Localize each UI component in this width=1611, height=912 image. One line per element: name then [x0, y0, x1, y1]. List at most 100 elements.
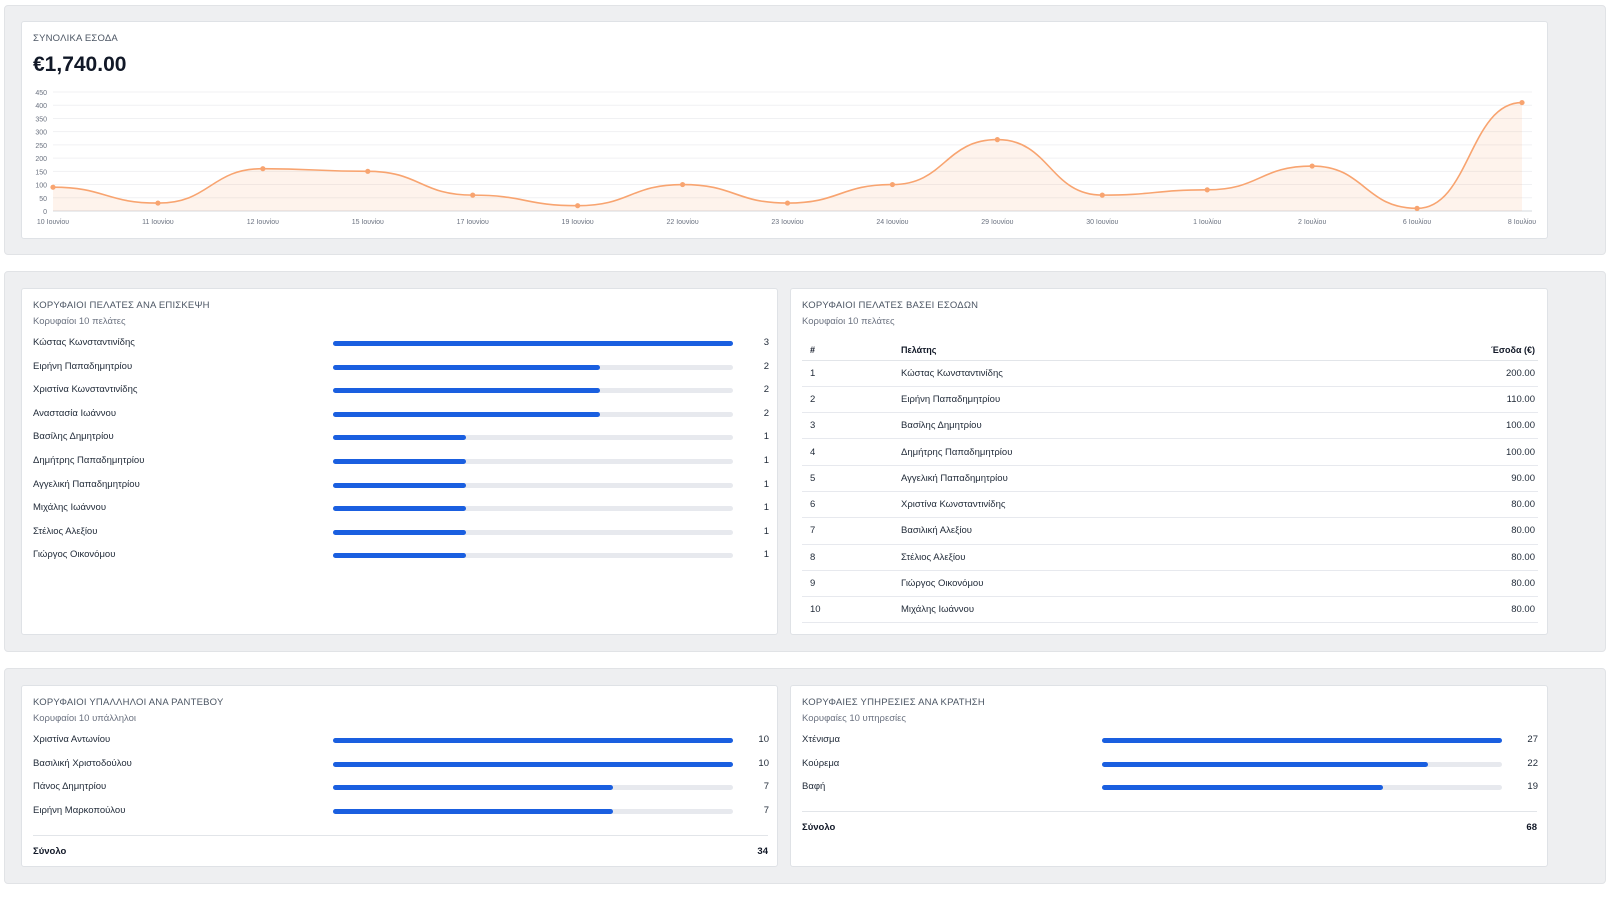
service-bar-track	[1102, 785, 1502, 791]
visits-bar-fill	[333, 529, 467, 535]
row-client: Χριστίνα Κωνσταντινίδης	[898, 491, 1378, 519]
visits-name: Δημήτρης Παπαδημητρίου	[33, 455, 145, 466]
employees-total-row: Σύνολο 34	[33, 835, 768, 857]
service-row: Κούρεμα 22	[802, 756, 1538, 772]
revenue-point[interactable]	[679, 181, 686, 188]
employees-total-label: Σύνολο	[33, 846, 67, 857]
top-visits-subtitle: Κορυφαίοι 10 πελάτες	[33, 316, 126, 327]
visits-bar-track	[333, 341, 733, 346]
x-tick-label: 15 Ιουνίου	[352, 218, 384, 226]
visits-name: Γιώργος Οικονόμου	[33, 549, 116, 561]
x-tick-label: 8 Ιουλίου	[1508, 218, 1536, 226]
row-index: 4	[802, 438, 898, 466]
visits-row: Στέλιος Αλεξίου 1	[33, 524, 769, 540]
x-tick-label: 30 Ιουνίου	[1086, 218, 1118, 226]
revenue-point[interactable]	[575, 203, 581, 209]
visits-bar-track	[333, 459, 733, 464]
revenue-card: ΣΥΝΟΛΙΚΑ ΕΣΟΔΑ €1,740.00 0 50 100 150 200 250…	[21, 21, 1548, 239]
service-name: Βαφή	[802, 781, 826, 793]
revenue-point[interactable]	[889, 181, 896, 188]
employee-bar-track	[333, 761, 733, 767]
row-revenue: 80.00	[1378, 491, 1538, 519]
visits-name: Αναστασία Ιωάννου	[33, 407, 117, 419]
visits-bar-fill	[333, 482, 467, 488]
visits-bar-fill	[333, 411, 600, 417]
row-index: 7	[802, 517, 898, 545]
revenue-point[interactable]	[470, 192, 476, 198]
services-total-value: 68	[1526, 822, 1537, 833]
table-row: 5 Αγγελική Παπαδημητρίου 90.00	[802, 465, 1538, 492]
top-revenue-subtitle: Κορυφαίοι 10 πελάτες	[802, 316, 895, 327]
visits-row: Χριστίνα Κωνσταντινίδης 2	[33, 382, 769, 398]
table-header-row: # Πελάτης Έσοδα (€)	[802, 340, 1538, 361]
visits-bar-track	[333, 435, 733, 441]
revenue-point[interactable]	[994, 137, 1000, 143]
row-revenue: 100.00	[1378, 412, 1538, 440]
visits-row: Αγγελική Παπαδημητρίου 1	[33, 477, 769, 493]
employee-row: Χριστίνα Αντωνίου 10	[33, 732, 769, 748]
row-index: 10	[802, 596, 898, 624]
top-services-title: ΚΟΡΥΦΑΙΕΣ ΥΠΗΡΕΣΙΕΣ ΑΝΑ ΚΡΑΤΗΣΗ	[802, 697, 985, 708]
revenue-point[interactable]	[784, 200, 791, 206]
row-index: 9	[802, 570, 898, 598]
x-tick-label: 22 Ιουνίου	[666, 218, 698, 226]
revenue-point[interactable]	[1204, 187, 1210, 193]
row-revenue: 80.00	[1378, 596, 1538, 624]
x-tick-label: 1 Ιουλίου	[1193, 218, 1221, 226]
service-bar-track	[1102, 761, 1502, 767]
top-revenue-table: # Πελάτης Έσοδα (€) 1 Κώστας Κωνσταντινίδ…	[802, 340, 1538, 624]
visits-count: 1	[763, 431, 769, 443]
visits-bar-track	[333, 388, 733, 394]
revenue-title: ΣΥΝΟΛΙΚΑ ΕΣΟΔΑ	[33, 33, 118, 44]
revenue-point[interactable]	[50, 184, 56, 190]
visits-name: Μιχάλης Ιωάννου	[33, 502, 107, 514]
y-tick-label: 100	[35, 183, 47, 190]
top-employees-subtitle: Κορυφαίοι 10 υπάλληλοι	[33, 713, 136, 724]
revenue-point[interactable]	[1309, 163, 1315, 169]
y-tick-label: 200	[35, 156, 47, 163]
table-row: 6 Χριστίνα Κωνσταντινίδης 80.00	[802, 491, 1538, 519]
revenue-point[interactable]	[1519, 99, 1525, 106]
employee-bar-fill	[333, 761, 733, 767]
row-client: Βασίλης Δημητρίου	[898, 412, 1378, 440]
row-client: Μιχάλης Ιωάννου	[898, 596, 1378, 624]
visits-name: Ειρήνη Παπαδημητρίου	[33, 360, 133, 372]
x-tick-label: 2 Ιουλίου	[1298, 218, 1326, 226]
visits-row: Βασίλης Δημητρίου 1	[33, 429, 769, 445]
visits-bar-fill	[333, 553, 467, 559]
employee-name: Ειρήνη Μαρκοπούλου	[33, 804, 126, 816]
revenue-point[interactable]	[1099, 192, 1105, 198]
top-employees-card: ΚΟΡΥΦΑΙΟΙ ΥΠΑΛΛΗΛΟΙ ΑΝΑ ΡΑΝΤΕΒΟΥ Κορυφαί…	[21, 685, 778, 867]
services-total-label: Σύνολο	[802, 822, 836, 833]
visits-bar-track	[333, 364, 733, 370]
visits-count: 1	[763, 502, 769, 514]
employees-total-value: 34	[757, 846, 768, 857]
employee-row: Βασιλική Χριστοδούλου 10	[33, 756, 769, 772]
top-visits-card: ΚΟΡΥΦΑΙΟΙ ΠΕΛΑΤΕΣ ΑΝΑ ΕΠΙΣΚΕΨΗ Κορυφαίοι…	[21, 288, 778, 635]
row-client: Γιώργος Οικονόμου	[898, 570, 1378, 598]
revenue-point[interactable]	[155, 200, 161, 206]
y-tick-label: 300	[35, 130, 47, 137]
x-tick-label: 17 Ιουνίου	[457, 218, 489, 226]
table-row: 4 Δημήτρης Παπαδημητρίου 100.00	[802, 438, 1538, 466]
clients-section: ΚΟΡΥΦΑΙΟΙ ΠΕΛΑΤΕΣ ΑΝΑ ΕΠΙΣΚΕΨΗ Κορυφαίοι…	[4, 271, 1606, 652]
service-count: 27	[1527, 734, 1538, 745]
revenue-point[interactable]	[1414, 205, 1420, 211]
col-header-index: #	[802, 340, 898, 361]
service-name: Χτένισμα	[802, 734, 841, 745]
revenue-point[interactable]	[260, 166, 266, 172]
visits-bar-track	[333, 482, 733, 488]
revenue-section: ΣΥΝΟΛΙΚΑ ΕΣΟΔΑ €1,740.00 0 50 100 150 200 250…	[4, 5, 1606, 255]
y-tick-label: 450	[35, 90, 47, 97]
service-bar-fill	[1102, 785, 1384, 791]
visits-bar-track	[333, 411, 733, 417]
x-tick-label: 29 Ιουνίου	[981, 218, 1013, 226]
visits-bar-fill	[333, 506, 467, 512]
revenue-point[interactable]	[365, 168, 371, 174]
service-count: 19	[1527, 781, 1538, 793]
row-index: 6	[802, 491, 898, 519]
employee-bar-fill	[333, 808, 613, 814]
visits-name: Βασίλης Δημητρίου	[33, 431, 114, 443]
y-tick-label: 0	[43, 209, 47, 216]
x-tick-label: 12 Ιουνίου	[247, 218, 279, 226]
